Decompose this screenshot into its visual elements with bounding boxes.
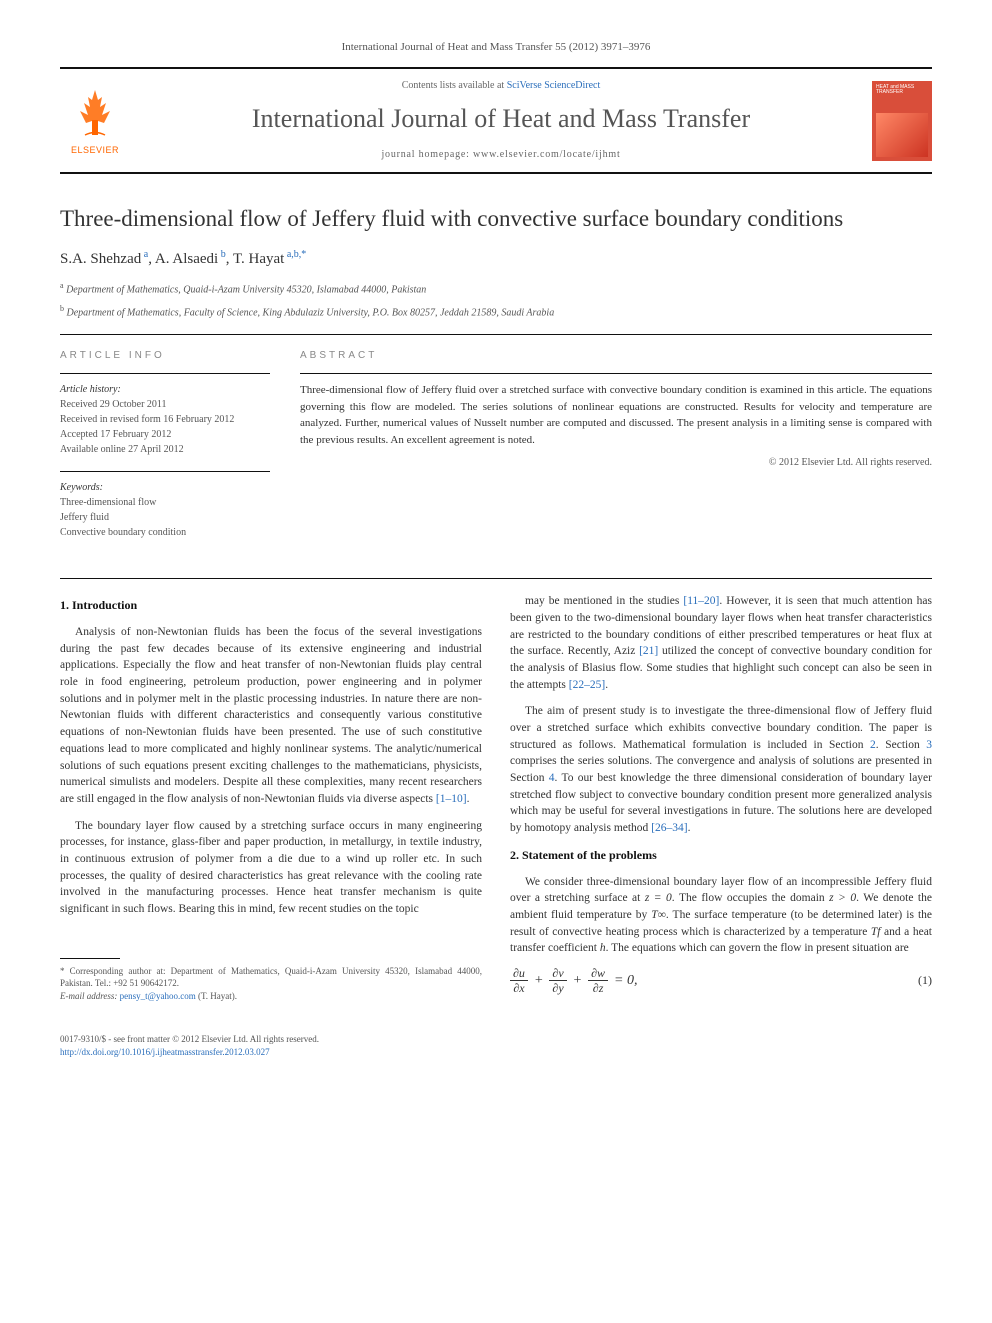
- bottom-metadata: 0017-9310/$ - see front matter © 2012 El…: [60, 1033, 932, 1058]
- intro-p1-text: Analysis of non-Newtonian fluids has bee…: [60, 626, 482, 805]
- corresponding-marker: *: [301, 249, 306, 260]
- email-link[interactable]: pensy_t@yahoo.com: [120, 991, 196, 1001]
- journal-title: International Journal of Heat and Mass T…: [148, 101, 854, 137]
- contents-available-line: Contents lists available at SciVerse Sci…: [148, 79, 854, 93]
- keywords-header: Keywords:: [60, 480, 270, 495]
- article-info-label: ARTICLE INFO: [60, 349, 270, 363]
- statement-paragraph-1: We consider three-dimensional boundary l…: [510, 874, 932, 957]
- keyword-2: Jeffery fluid: [60, 510, 270, 525]
- intro-heading: 1. Introduction: [60, 597, 482, 614]
- footnote-separator: [60, 958, 120, 959]
- ref-link-1-10[interactable]: [1–10]: [436, 793, 467, 805]
- body-two-column: 1. Introduction Analysis of non-Newtonia…: [60, 593, 932, 1005]
- history-header: Article history:: [60, 382, 270, 397]
- affiliation-a: a Department of Mathematics, Quaid-i-Aza…: [60, 280, 932, 297]
- stmt-z0: z = 0: [645, 892, 672, 904]
- ref-link-21[interactable]: [21]: [639, 645, 658, 657]
- keyword-1: Three-dimensional flow: [60, 495, 270, 510]
- equation-1-body: ∂u∂x + ∂v∂y + ∂w∂z = 0,: [510, 967, 638, 994]
- intro-paragraph-2: The boundary layer flow caused by a stre…: [60, 818, 482, 918]
- keyword-3: Convective boundary condition: [60, 525, 270, 540]
- elsevier-tree-icon: [70, 85, 120, 140]
- cover-thumb-image: [876, 113, 928, 157]
- email-suffix: (T. Hayat).: [196, 991, 237, 1001]
- history-revised: Received in revised form 16 February 201…: [60, 412, 270, 427]
- article-history-block: Article history: Received 29 October 201…: [60, 382, 270, 457]
- journal-homepage-line: journal homepage: www.elsevier.com/locat…: [148, 148, 854, 162]
- affil-a-text: Department of Mathematics, Quaid-i-Azam …: [66, 284, 426, 295]
- intro-paragraph-1: Analysis of non-Newtonian fluids has bee…: [60, 624, 482, 807]
- stmt-p1b: . The flow occupies the domain: [672, 892, 829, 904]
- history-received: Received 29 October 2011: [60, 397, 270, 412]
- abstract-hr: [300, 373, 932, 374]
- abstract-text: Three-dimensional flow of Jeffery fluid …: [300, 382, 932, 448]
- col2-p2d: . To our best knowledge the three dimens…: [510, 772, 932, 834]
- info-hr-1: [60, 373, 270, 374]
- affiliation-b: b Department of Mathematics, Faculty of …: [60, 303, 932, 320]
- divider-top: [60, 334, 932, 335]
- statement-heading: 2. Statement of the problems: [510, 847, 932, 864]
- issn-line: 0017-9310/$ - see front matter © 2012 El…: [60, 1033, 932, 1046]
- email-label: E-mail address:: [60, 991, 120, 1001]
- col2-paragraph-1: may be mentioned in the studies [11–20].…: [510, 593, 932, 693]
- abstract-label: ABSTRACT: [300, 349, 932, 363]
- info-abstract-row: ARTICLE INFO Article history: Received 2…: [60, 349, 932, 554]
- ref-link-11-20[interactable]: [11–20]: [683, 595, 719, 607]
- divider-mid: [60, 578, 932, 579]
- keywords-block: Keywords: Three-dimensional flow Jeffery…: [60, 480, 270, 540]
- history-accepted: Accepted 17 February 2012: [60, 427, 270, 442]
- author-2-affil: b: [218, 249, 226, 260]
- abstract-copyright: © 2012 Elsevier Ltd. All rights reserved…: [300, 456, 932, 470]
- header-center: Contents lists available at SciVerse Sci…: [148, 79, 854, 161]
- affil-b-text: Department of Mathematics, Faculty of Sc…: [67, 307, 555, 318]
- author-list: S.A. Shehzad a, A. Alsaedi b, T. Hayat a…: [60, 248, 932, 270]
- col2-p2a: The aim of present study is to investiga…: [510, 705, 932, 750]
- col2-p1d: .: [605, 679, 608, 691]
- abstract-column: ABSTRACT Three-dimensional flow of Jeffe…: [300, 349, 932, 554]
- author-1-affil: a: [141, 249, 148, 260]
- frac-dv-dy: ∂v∂y: [549, 967, 566, 994]
- col2-p1a: may be mentioned in the studies: [525, 595, 683, 607]
- frac-dw-dz: ∂w∂z: [588, 967, 608, 994]
- frac-du-dx: ∂u∂x: [510, 967, 528, 994]
- affil-a-sup: a: [60, 281, 64, 290]
- article-title: Three-dimensional flow of Jeffery fluid …: [60, 204, 932, 234]
- col2-p2e: .: [688, 822, 691, 834]
- author-3-affil: a,b,: [284, 249, 301, 260]
- info-hr-2: [60, 471, 270, 472]
- equation-1-number: (1): [918, 972, 932, 989]
- stmt-p1f: . The equations which can govern the flo…: [606, 942, 909, 954]
- equation-1: ∂u∂x + ∂v∂y + ∂w∂z = 0, (1): [510, 967, 932, 994]
- elsevier-logo: ELSEVIER: [60, 81, 130, 161]
- intro-p1-end: .: [467, 793, 470, 805]
- sciverse-link[interactable]: SciVerse ScienceDirect: [507, 80, 601, 91]
- journal-cover-thumbnail: HEAT and MASS TRANSFER: [872, 81, 932, 161]
- journal-reference: International Journal of Heat and Mass T…: [60, 40, 932, 55]
- author-2: A. Alsaedi: [155, 251, 218, 267]
- contents-prefix: Contents lists available at: [402, 80, 507, 91]
- ref-link-26-34[interactable]: [26–34]: [651, 822, 687, 834]
- elsevier-label: ELSEVIER: [71, 144, 119, 157]
- corresponding-footnote: * Corresponding author at: Department of…: [60, 965, 482, 990]
- col2-p2b: . Section: [876, 739, 926, 751]
- footnote-block: * Corresponding author at: Department of…: [60, 958, 482, 1003]
- article-info-column: ARTICLE INFO Article history: Received 2…: [60, 349, 270, 554]
- affil-b-sup: b: [60, 304, 64, 313]
- author-3: T. Hayat: [233, 251, 284, 267]
- journal-header: ELSEVIER Contents lists available at Sci…: [60, 67, 932, 173]
- stmt-zgt: z > 0: [829, 892, 856, 904]
- doi-link[interactable]: http://dx.doi.org/10.1016/j.ijheatmasstr…: [60, 1047, 270, 1057]
- stmt-Tinf: T∞: [651, 909, 666, 921]
- author-1: S.A. Shehzad: [60, 251, 141, 267]
- email-footnote: E-mail address: pensy_t@yahoo.com (T. Ha…: [60, 990, 482, 1003]
- cover-thumb-title: HEAT and MASS TRANSFER: [876, 85, 928, 110]
- ref-link-22-25[interactable]: [22–25]: [569, 679, 605, 691]
- section-link-3[interactable]: 3: [926, 739, 932, 751]
- history-online: Available online 27 April 2012: [60, 442, 270, 457]
- col2-paragraph-2: The aim of present study is to investiga…: [510, 703, 932, 836]
